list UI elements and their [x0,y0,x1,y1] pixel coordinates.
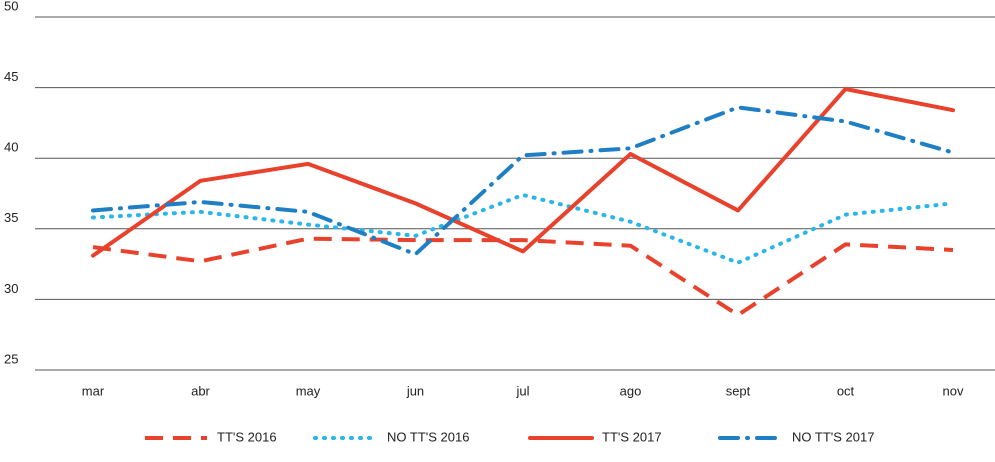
legend-label: TT'S 2016 [217,429,277,444]
x-tick-label: nov [943,383,964,398]
y-tick-label: 40 [4,140,18,155]
y-tick-label: 30 [4,281,18,296]
x-tick-label: ago [620,383,642,398]
y-tick-label: 35 [4,210,18,225]
x-tick-label: jul [515,383,529,398]
series-line [91,105,955,257]
x-tick-label: sept [726,383,751,398]
series-line [91,192,955,265]
y-tick-label: 50 [4,0,18,13]
x-tick-label: may [296,383,321,398]
series-line [91,87,955,258]
legend-label: TT'S 2017 [602,429,662,444]
legend-label: NO TT'S 2016 [387,429,469,444]
x-tick-label: mar [82,383,105,398]
y-tick-label: 25 [4,351,18,366]
series-line [92,236,954,317]
x-tick-label: oct [837,383,855,398]
x-tick-label: jun [406,383,424,398]
legend-label: NO TT'S 2017 [792,429,874,444]
y-tick-label: 45 [4,69,18,84]
x-tick-label: abr [191,383,210,398]
